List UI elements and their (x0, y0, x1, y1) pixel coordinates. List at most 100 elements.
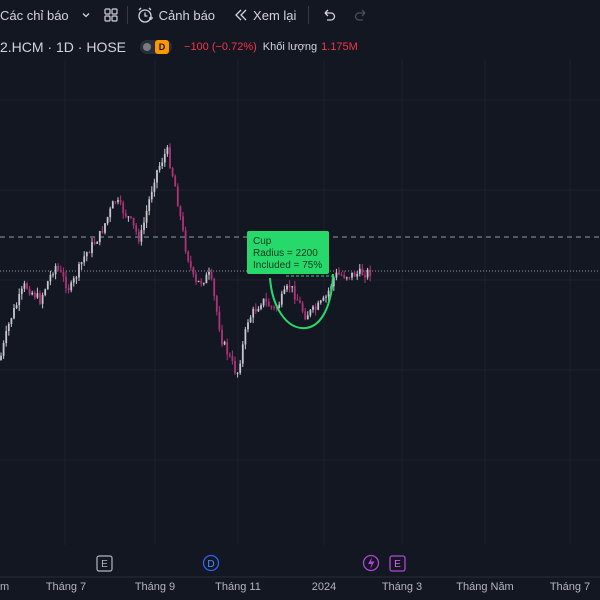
candle-body (13, 308, 15, 319)
candle-body (145, 210, 148, 223)
alerts-button[interactable]: Cảnh báo (136, 6, 215, 24)
candle-body (88, 252, 91, 254)
layout-grid-button[interactable] (103, 7, 119, 23)
candle-body (213, 278, 216, 297)
candle-body (221, 329, 223, 345)
candle-body (314, 306, 317, 310)
candle-body (322, 297, 325, 301)
candle-body (41, 294, 44, 304)
candle-body (161, 162, 164, 166)
candle-body (270, 306, 273, 308)
candle-body (148, 199, 151, 211)
candle-body (140, 230, 143, 242)
candle-body (62, 272, 65, 277)
candle-body (273, 306, 275, 308)
toolbar-separator (308, 6, 310, 24)
candle-body (49, 274, 52, 282)
candle-body (15, 305, 18, 309)
candle-body (2, 343, 5, 356)
cup-label-title: Cup (253, 236, 272, 247)
xaxis-label: Tháng 7 (46, 581, 86, 593)
chart-grid (0, 60, 600, 545)
candle-body (275, 307, 278, 309)
candle-body (166, 147, 169, 155)
candle-body (72, 278, 75, 283)
candle-body (197, 280, 200, 282)
candle-body (106, 217, 109, 224)
xaxis-labels: m Tháng 7 Tháng 9 Tháng 11 2024 Tháng 3 … (0, 581, 590, 593)
symbol-title[interactable]: 2.HCM · 1D · HOSE (0, 39, 127, 55)
candle-body (241, 344, 244, 364)
candle-body (187, 251, 190, 262)
candle-body (111, 201, 114, 209)
xaxis-label: m (0, 581, 9, 593)
replay-icon (235, 9, 247, 21)
candles (0, 143, 372, 378)
candle-body (143, 222, 145, 231)
candle-body (93, 242, 96, 244)
price-change: −100 (−0.72%) (184, 41, 257, 53)
candle-body (312, 306, 314, 310)
cup-label-radius: Radius = 2200 (253, 248, 318, 259)
candle-body (70, 282, 73, 291)
event-marker-earnings-upcoming[interactable]: E (389, 555, 406, 572)
candle-body (247, 322, 249, 330)
candle-body (364, 275, 366, 278)
event-marker-earnings[interactable]: E (96, 555, 113, 572)
candle-body (0, 355, 2, 360)
candle-body (26, 283, 28, 289)
top-toolbar: Các chỉ báo Cảnh báo Xem lại (0, 0, 600, 30)
candle-body (226, 341, 229, 355)
candle-body (286, 285, 288, 290)
candle-body (262, 298, 265, 306)
candle-body (202, 283, 205, 285)
candle-body (306, 315, 309, 320)
redo-button[interactable] (353, 7, 369, 23)
candle-body (218, 311, 221, 330)
xaxis-label: Tháng 3 (382, 581, 422, 593)
candle-body (59, 269, 62, 273)
candle-body (83, 256, 86, 263)
chevron-down-icon (82, 13, 90, 18)
candle-body (327, 290, 330, 297)
event-marker-dividend[interactable]: D (202, 554, 220, 572)
candle-body (137, 231, 140, 242)
candle-body (309, 309, 312, 316)
xaxis-label: Tháng 9 (135, 581, 175, 593)
undo-button[interactable] (321, 7, 337, 23)
market-status-pill[interactable]: D (140, 40, 173, 54)
xaxis-label: 2024 (312, 581, 336, 593)
candle-body (52, 274, 54, 276)
candle-body (215, 296, 218, 312)
candle-body (39, 293, 41, 304)
indicators-button[interactable]: Các chỉ báo (0, 8, 91, 23)
cup-curve (269, 273, 334, 330)
candle-body (278, 304, 281, 309)
candle-body (340, 274, 343, 276)
candle-body (150, 191, 153, 200)
candle-body (119, 200, 122, 203)
candle-body (335, 272, 338, 278)
candle-body (104, 223, 106, 233)
candle-body (78, 264, 80, 278)
candle-body (117, 200, 119, 202)
event-marker-dividend-label: D (207, 559, 214, 570)
candle-body (184, 230, 187, 252)
candle-body (356, 273, 359, 277)
candle-body (31, 292, 34, 295)
candle-body (158, 165, 161, 171)
undo-icon (324, 9, 336, 21)
candle-body (65, 276, 67, 289)
candle-body (46, 281, 49, 290)
candle-body (96, 242, 99, 244)
candle-body (153, 182, 156, 192)
candle-body (293, 286, 296, 300)
candle-body (114, 201, 117, 203)
candle-body (182, 216, 184, 231)
event-marker-split-icon[interactable] (362, 554, 380, 572)
candle-body (319, 300, 322, 303)
dividend-badge: D (155, 40, 170, 54)
replay-button[interactable]: Xem lại (233, 7, 296, 23)
candle-body (299, 300, 301, 304)
